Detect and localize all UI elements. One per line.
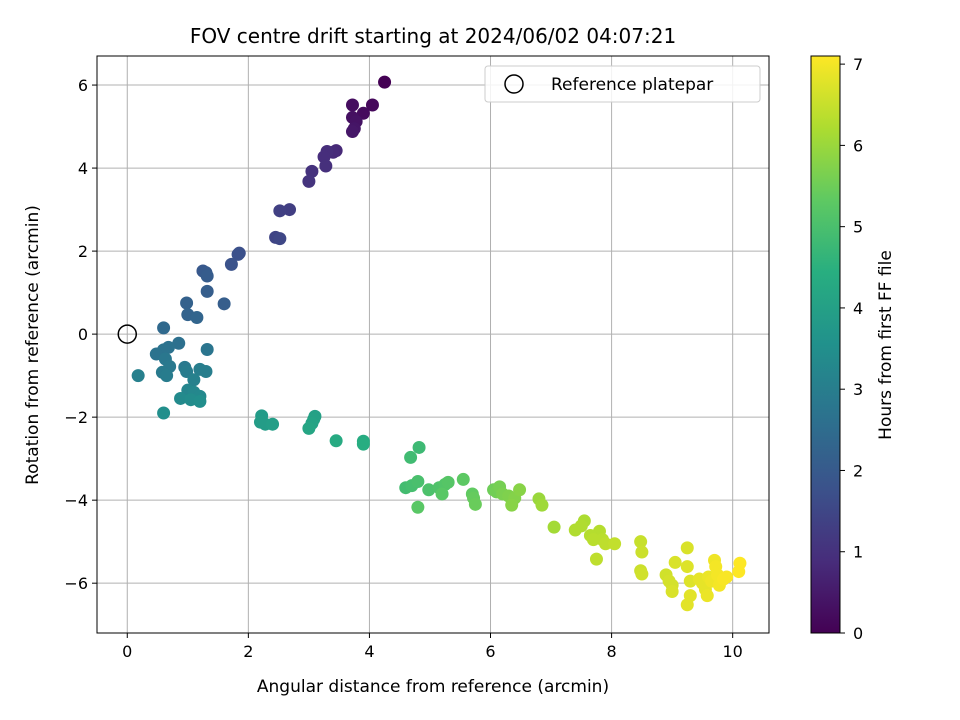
scatter-point — [589, 552, 603, 566]
colorbar-tick-label: 1 — [853, 543, 863, 562]
legend: Reference platepar — [484, 65, 761, 103]
scatter-point — [172, 336, 186, 350]
scatter-point — [157, 321, 171, 335]
legend-marker — [504, 74, 524, 94]
colorbar-label: Hours from first FF file — [876, 250, 896, 440]
scatter-point — [200, 342, 214, 356]
scatter-point — [635, 567, 649, 581]
scatter-point — [345, 98, 359, 112]
scatter-point — [634, 535, 648, 549]
scatter-point — [329, 434, 343, 448]
legend-label: Reference platepar — [551, 75, 713, 95]
y-tick-label: 0 — [78, 325, 88, 344]
colorbar-tick-label: 7 — [853, 55, 863, 74]
x-axis-label: Angular distance from reference (arcmin) — [257, 677, 609, 697]
scatter-point — [157, 406, 171, 420]
scatter-point — [608, 537, 622, 551]
scatter-point — [665, 584, 679, 598]
scatter-point — [535, 498, 549, 512]
scatter-point — [193, 394, 207, 408]
colorbar-tick-label: 2 — [853, 461, 863, 480]
y-tick-label: 4 — [78, 159, 88, 178]
points-layer — [131, 75, 747, 612]
scatter-point — [411, 474, 425, 488]
y-tick-label: 6 — [78, 76, 88, 95]
scatter-point — [200, 284, 214, 298]
chart-title: FOV centre drift starting at 2024/06/02 … — [190, 24, 676, 48]
x-tick-label: 10 — [722, 642, 742, 661]
scatter-point — [305, 164, 319, 178]
legend-box — [484, 65, 761, 103]
scatter-point — [422, 483, 436, 497]
scatter-point — [468, 497, 482, 511]
scatter-point — [435, 487, 449, 501]
scatter-point — [356, 437, 370, 451]
colorbar-tick-label: 5 — [853, 218, 863, 237]
scatter-point — [700, 589, 714, 603]
x-tick-label: 6 — [485, 642, 495, 661]
scatter-point — [190, 311, 204, 325]
scatter-point — [302, 174, 316, 188]
scatter-point — [680, 598, 694, 612]
x-tick-label: 2 — [243, 642, 253, 661]
y-axis-label: Rotation from reference (arcmin) — [23, 205, 43, 485]
scatter-point — [199, 364, 213, 378]
colorbar-tick-label: 3 — [853, 380, 863, 399]
scatter-point — [568, 523, 582, 537]
scatter-point — [283, 203, 297, 217]
scatter-point — [547, 520, 561, 534]
scatter-point — [378, 75, 392, 89]
y-axis: −6 −4 −2 0 2 4 6 — [64, 76, 97, 593]
scatter-point — [224, 257, 238, 271]
scatter-point — [720, 570, 734, 584]
x-tick-label: 4 — [364, 642, 374, 661]
scatter-point — [217, 297, 231, 311]
y-tick-label: −4 — [64, 491, 88, 510]
scatter-point — [187, 373, 201, 387]
scatter-point — [319, 159, 333, 173]
scatter-point — [456, 472, 470, 486]
colorbar-tick-label: 4 — [853, 299, 863, 318]
scatter-point — [365, 98, 379, 112]
y-tick-label: 2 — [78, 242, 88, 261]
scatter-point — [404, 450, 418, 464]
scatter-point — [160, 369, 174, 383]
scatter-point — [345, 125, 359, 139]
scatter-point — [505, 498, 519, 512]
scatter-point — [411, 500, 425, 514]
scatter-point — [174, 391, 188, 405]
x-tick-label: 8 — [607, 642, 617, 661]
scatter-point — [302, 421, 316, 435]
reference-point — [117, 324, 138, 344]
colorbar-tick-label: 6 — [853, 136, 863, 155]
grid — [97, 56, 769, 633]
scatter-point — [200, 269, 214, 283]
scatter-point — [680, 541, 694, 555]
scatter-point — [680, 560, 694, 574]
scatter-point — [441, 475, 455, 489]
scatter-point — [412, 440, 426, 454]
scatter-point — [668, 555, 682, 569]
scatter-point — [180, 296, 194, 310]
plot-frame — [96, 55, 770, 634]
colorbar-gradient — [810, 55, 841, 634]
colorbar-tick-label: 0 — [853, 624, 863, 643]
scatter-point — [733, 556, 747, 570]
scatter-point — [273, 204, 287, 218]
scatter-point — [266, 417, 280, 431]
scatter-point — [273, 232, 287, 246]
colorbar: 0 1 2 3 4 5 6 7 Hours from first FF file — [810, 55, 896, 643]
scatter-point — [635, 545, 649, 559]
colorbar-ticks: 0 1 2 3 4 5 6 7 — [840, 55, 863, 643]
scatter-point — [231, 247, 245, 261]
scatter-point — [513, 483, 527, 497]
scatter-point — [586, 533, 600, 547]
y-tick-label: −6 — [64, 574, 88, 593]
scatter-point — [599, 537, 613, 551]
y-tick-label: −2 — [64, 408, 88, 427]
x-axis: 0 2 4 6 8 10 — [122, 633, 743, 661]
scatter-point — [131, 369, 145, 383]
x-tick-label: 0 — [122, 642, 132, 661]
